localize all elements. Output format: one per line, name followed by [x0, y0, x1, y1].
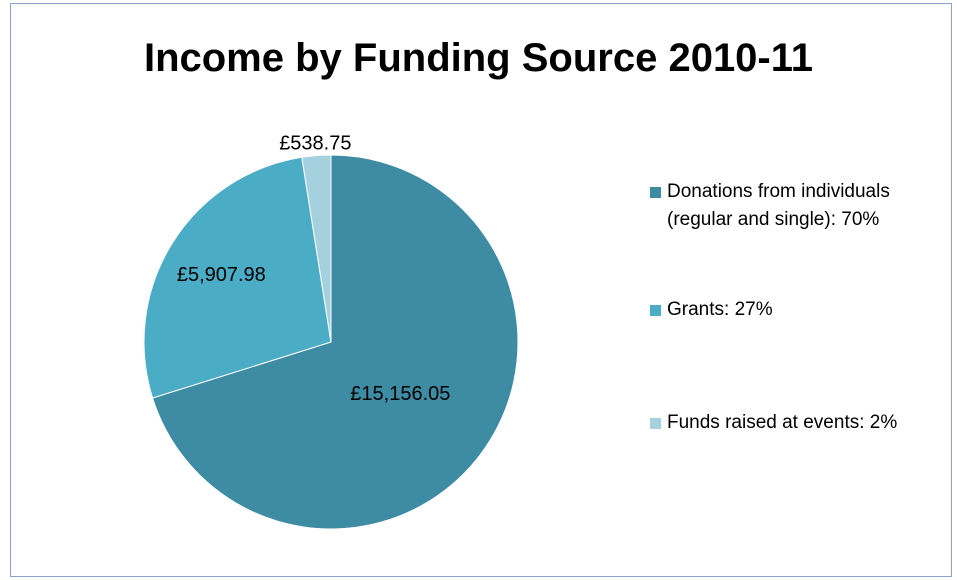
legend-swatch-donations — [650, 187, 661, 198]
slice-label-donations: £15,156.05 — [350, 383, 450, 405]
legend-swatch-grants — [650, 305, 661, 316]
slice-label-grants: £5,907.98 — [177, 264, 266, 286]
chart-title: Income by Funding Source 2010-11 — [143, 36, 814, 80]
slice-donations — [151, 154, 519, 530]
legend-label-donations: Donations from individuals (regular and … — [667, 181, 890, 230]
slice-grants — [143, 156, 332, 399]
legend-item-events: Funds raised at events: 2% — [650, 409, 950, 437]
legend-label-events: Funds raised at events: 2% — [667, 412, 898, 433]
slice-label-events: £538.75 — [279, 133, 351, 155]
slice-events — [301, 154, 332, 343]
legend-swatch-events — [650, 418, 661, 429]
legend-item-grants: Grants: 27% — [650, 296, 950, 324]
legend-label-grants: Grants: 27% — [667, 299, 773, 320]
legend-item-donations: Donations from individuals (regular and … — [650, 178, 950, 234]
